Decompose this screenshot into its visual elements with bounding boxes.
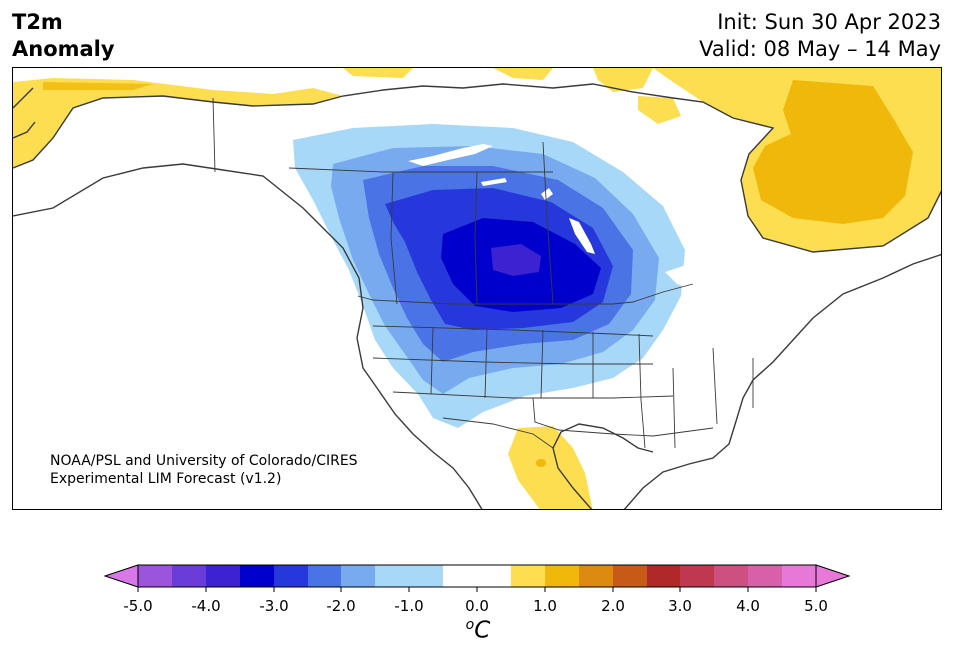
cb-bin-15 xyxy=(714,565,748,587)
valid-date: Valid: 08 May – 14 May xyxy=(699,37,941,61)
cb-tick-label: 1.0 xyxy=(533,597,557,615)
cb-bin-16 xyxy=(748,565,782,587)
title-line-2: Anomaly xyxy=(12,37,115,61)
cb-tick-label: 2.0 xyxy=(601,597,625,615)
cb-tick-label: 3.0 xyxy=(668,597,692,615)
cb-bin-10 xyxy=(545,565,579,587)
warm-anomaly-mexico xyxy=(508,426,593,509)
cold-anomaly-level-6 xyxy=(491,244,541,276)
credit-line-2: Experimental LIM Forecast (v1.2) xyxy=(50,471,281,487)
cb-bin-17 xyxy=(782,565,816,587)
cb-bin-zero xyxy=(443,565,511,587)
cb-tick-label: 5.0 xyxy=(804,597,828,615)
cb-tick-label: -3.0 xyxy=(259,597,289,615)
cb-bin-3 xyxy=(206,565,240,587)
cb-bin-12 xyxy=(613,565,647,587)
colorbar-under-arrow xyxy=(103,564,139,588)
warm-anomaly-alaska-core xyxy=(43,82,153,90)
cb-tick-label: -2.0 xyxy=(326,597,356,615)
great-slave-lake xyxy=(408,144,493,166)
cb-bin-11 xyxy=(579,565,613,587)
title-line-1: T2m xyxy=(12,10,63,34)
credit-line-1: NOAA/PSL and University of Colorado/CIRE… xyxy=(50,453,358,469)
cb-bin-13 xyxy=(647,565,680,587)
lake-athabasca xyxy=(481,178,507,186)
cb-tick-label: 0.0 xyxy=(465,597,489,615)
colorbar-over-arrow xyxy=(815,564,851,588)
cb-bin-14 xyxy=(680,565,714,587)
cb-bin-9 xyxy=(511,565,545,587)
coastline-outlines xyxy=(13,83,941,509)
forecast-dates: Init: Sun 30 Apr 2023 Valid: 08 May – 14… xyxy=(699,9,941,63)
cb-tick-label: -1.0 xyxy=(394,597,424,615)
cb-bin-5 xyxy=(274,565,308,587)
map-title: T2m Anomaly xyxy=(12,9,115,63)
colorbar-unit: oC xyxy=(466,617,491,644)
colorbar-ticks xyxy=(137,587,817,592)
cb-bin-8 xyxy=(375,565,443,587)
cb-bin-7 xyxy=(341,565,375,587)
init-date: Init: Sun 30 Apr 2023 xyxy=(717,10,941,34)
warm-anomaly-arctic-islands xyxy=(343,68,681,124)
small-lake xyxy=(541,188,553,200)
cb-tick-label: 4.0 xyxy=(736,597,760,615)
cb-bin-1 xyxy=(138,565,172,587)
cb-bin-4 xyxy=(240,565,274,587)
lake-winnipeg xyxy=(569,218,595,254)
great-lakes xyxy=(665,266,749,308)
cb-bin-6 xyxy=(308,565,341,587)
political-borders xyxy=(212,97,754,449)
cb-tick-label: -4.0 xyxy=(191,597,221,615)
warm-anomaly-hudson-labrador-core xyxy=(753,80,913,224)
unit-degree-prefix: o xyxy=(465,617,475,633)
anomaly-map: NOAA/PSL and University of Colorado/CIRE… xyxy=(13,68,941,509)
warm-anomaly-mexico-core xyxy=(536,459,546,467)
unit-base: C xyxy=(474,617,491,644)
cb-tick-label: -5.0 xyxy=(123,597,153,615)
cb-bin-2 xyxy=(172,565,206,587)
map-panel: NOAA/PSL and University of Colorado/CIRE… xyxy=(12,67,942,510)
